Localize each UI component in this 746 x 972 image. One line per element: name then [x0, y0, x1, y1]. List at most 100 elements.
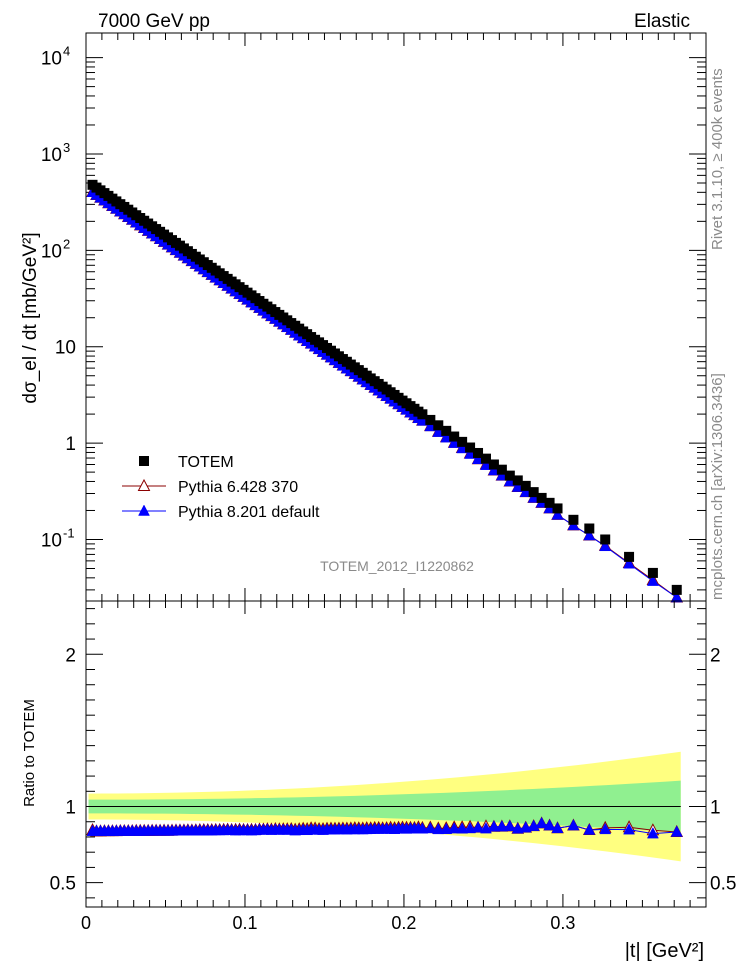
data-point: [528, 487, 539, 498]
data-point: [480, 453, 491, 464]
data-point: [440, 822, 453, 834]
data-point: [623, 823, 635, 835]
ratio-panel: 0.5 0.5 1 1 2 2 0 0.1 0.2 0.3 Ratio to TOTEM |t|…: [21, 600, 737, 962]
energy-label: 7000 GeV pp: [98, 11, 210, 32]
data-point: [432, 822, 445, 835]
ratio-y-tick-label: 0.5: [710, 874, 736, 895]
data-point: [583, 823, 596, 835]
ratio-uncertainty-band: [88, 751, 681, 862]
data-point: [424, 821, 437, 834]
data-point: [441, 425, 452, 436]
data-point: [646, 827, 659, 839]
data-point: [511, 822, 524, 834]
ratio-y-axis-label: Ratio to TOTEM: [21, 699, 38, 807]
ratio-y-tick-label: 1: [710, 798, 721, 819]
ratio-y-tick-label: 0.5: [50, 874, 76, 895]
y-tick-label: 1: [65, 434, 76, 455]
data-point: [647, 567, 658, 578]
legend: TOTEM Pythia 6.428 370 Pythia 8.201 defaul…: [122, 454, 320, 521]
y-tick-label-exponent: 2: [63, 236, 70, 251]
data-point: [425, 414, 436, 425]
data-point: [512, 475, 523, 486]
data-point: [465, 442, 476, 453]
data-point: [599, 539, 612, 552]
data-point: [448, 436, 461, 448]
ratio-frame: [85, 600, 707, 908]
data-point: [536, 492, 547, 503]
data-point: [139, 456, 149, 466]
main-axis-ticks: [85, 33, 707, 601]
data-point: [464, 447, 476, 459]
data-point: [552, 503, 563, 514]
y-tick-label: 10: [55, 338, 76, 359]
data-point: [137, 478, 151, 491]
x-tick-label: 0.3: [550, 913, 575, 933]
data-point: [495, 469, 508, 481]
x-axis-label: |t| [GeV²]: [625, 940, 704, 962]
data-point: [417, 409, 428, 420]
data-point: [416, 414, 429, 426]
data-point: [456, 441, 469, 454]
data-point: [138, 504, 150, 516]
data-point: [488, 459, 499, 470]
data-point: [456, 822, 469, 834]
data-point: [448, 822, 461, 834]
data-point: [623, 557, 635, 569]
y-tick-label: 10: [41, 49, 62, 70]
data-point: [584, 523, 595, 534]
y-tick-label: 10: [41, 241, 62, 262]
process-label: Elastic: [634, 11, 690, 32]
x-tick-label: 0.2: [391, 913, 416, 933]
x-tick-label: 0.1: [232, 913, 257, 933]
data-point: [519, 485, 532, 497]
legend-label: Pythia 8.201 default: [178, 504, 320, 521]
data-point: [543, 819, 556, 831]
data-point: [473, 447, 484, 458]
y-tick-label-exponent: 4: [63, 44, 70, 59]
ratio-series: [86, 816, 684, 839]
data-point: [527, 491, 540, 503]
data-point: [464, 821, 476, 834]
y-tick-label-exponent: 3: [63, 140, 70, 155]
data-point: [670, 825, 683, 837]
y-tick-label-exponent: -1: [63, 525, 75, 540]
data-point: [568, 514, 579, 525]
data-point: [433, 420, 444, 431]
data-point: [671, 584, 682, 595]
mcplots-label: mcplots.cern.ch [arXiv:1306.3436]: [709, 373, 726, 600]
data-point: [503, 474, 516, 487]
x-tick-label: 0: [81, 913, 91, 933]
ratio-axis-ticks: [85, 601, 707, 907]
data-point: [646, 574, 659, 586]
data-point: [520, 480, 531, 491]
data-point: [496, 464, 507, 475]
data-point: [599, 822, 612, 835]
data-point: [449, 431, 460, 442]
data-point: [495, 820, 508, 832]
data-point: [440, 431, 453, 443]
data-point: [551, 821, 564, 834]
data-point: [457, 436, 468, 447]
main-y-axis-label: dσ_el / dt [mb/GeV²]: [20, 232, 41, 403]
ratio-y-tick-label: 2: [65, 645, 76, 666]
data-point: [583, 528, 596, 541]
data-point: [472, 821, 484, 833]
data-point: [535, 816, 548, 829]
data-point: [488, 463, 500, 476]
data-point: [432, 425, 445, 437]
data-point: [567, 819, 580, 831]
legend-label: TOTEM: [178, 454, 234, 471]
data-point: [624, 551, 635, 562]
data-point: [544, 497, 555, 508]
data-point: [480, 458, 492, 470]
ratio-y-tick-labels: 0.5 0.5 1 1 2 2: [50, 645, 737, 894]
data-point: [670, 590, 683, 603]
legend-label: Pythia 6.428 370: [178, 479, 298, 496]
data-point: [503, 819, 516, 832]
data-point: [424, 419, 437, 432]
analysis-id-label: TOTEM_2012_I1220862: [320, 558, 474, 574]
data-point: [511, 480, 524, 492]
data-point: [488, 820, 500, 832]
